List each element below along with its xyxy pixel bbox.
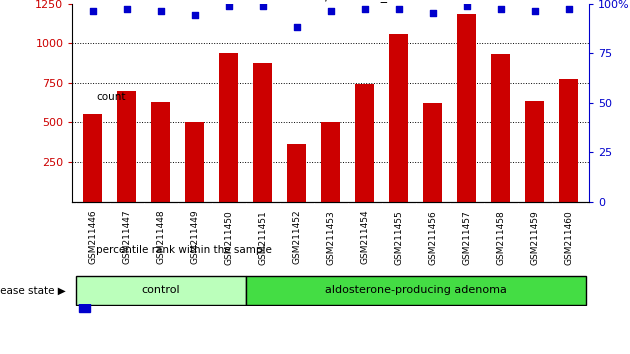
Text: GSM211449: GSM211449	[190, 210, 199, 264]
Bar	[457, 14, 476, 202]
Text: GSM211455: GSM211455	[394, 210, 403, 264]
Bar	[185, 122, 204, 202]
Bar	[76, 276, 246, 304]
Point	[496, 7, 506, 12]
Point	[292, 24, 302, 30]
Point	[156, 8, 166, 14]
Bar	[287, 144, 306, 202]
Point	[88, 8, 98, 14]
Bar	[117, 91, 136, 202]
Point	[564, 7, 574, 12]
Bar	[423, 103, 442, 202]
Point	[326, 8, 336, 14]
Text: GSM211453: GSM211453	[326, 210, 335, 264]
Bar	[491, 54, 510, 202]
Text: GSM211452: GSM211452	[292, 210, 301, 264]
Bar	[219, 53, 238, 202]
Text: percentile rank within the sample: percentile rank within the sample	[96, 245, 272, 255]
Bar	[321, 122, 340, 202]
Text: GSM211451: GSM211451	[258, 210, 267, 264]
Text: aldosterone-producing adenoma: aldosterone-producing adenoma	[325, 285, 507, 295]
Bar	[253, 63, 272, 202]
Text: GSM211448: GSM211448	[156, 210, 165, 264]
Text: GSM211454: GSM211454	[360, 210, 369, 264]
Point	[428, 11, 438, 16]
Text: GSM211460: GSM211460	[564, 210, 573, 264]
Text: GSM211459: GSM211459	[530, 210, 539, 264]
Point	[258, 3, 268, 8]
Point	[190, 13, 200, 18]
Point	[224, 3, 234, 8]
Text: GSM211446: GSM211446	[88, 210, 98, 264]
Text: count: count	[96, 92, 126, 102]
Bar	[525, 101, 544, 202]
Bar	[246, 276, 586, 304]
Bar	[559, 79, 578, 202]
Bar	[151, 102, 170, 202]
Bar	[84, 114, 102, 202]
Text: control: control	[142, 285, 180, 295]
Text: GSM211458: GSM211458	[496, 210, 505, 264]
Bar	[389, 34, 408, 202]
Point	[530, 8, 540, 14]
Bar	[355, 84, 374, 202]
Point	[394, 7, 404, 12]
Bar	[79, 188, 90, 312]
Text: GSM211450: GSM211450	[224, 210, 233, 264]
Text: disease state ▶: disease state ▶	[0, 285, 66, 295]
Point	[462, 3, 472, 8]
Title: GDS2860 / 203466_at: GDS2860 / 203466_at	[262, 0, 399, 2]
Point	[360, 7, 370, 12]
Text: GSM211447: GSM211447	[122, 210, 131, 264]
Bar	[79, 35, 90, 159]
Text: GSM211456: GSM211456	[428, 210, 437, 264]
Text: GSM211457: GSM211457	[462, 210, 471, 264]
Point	[122, 7, 132, 12]
